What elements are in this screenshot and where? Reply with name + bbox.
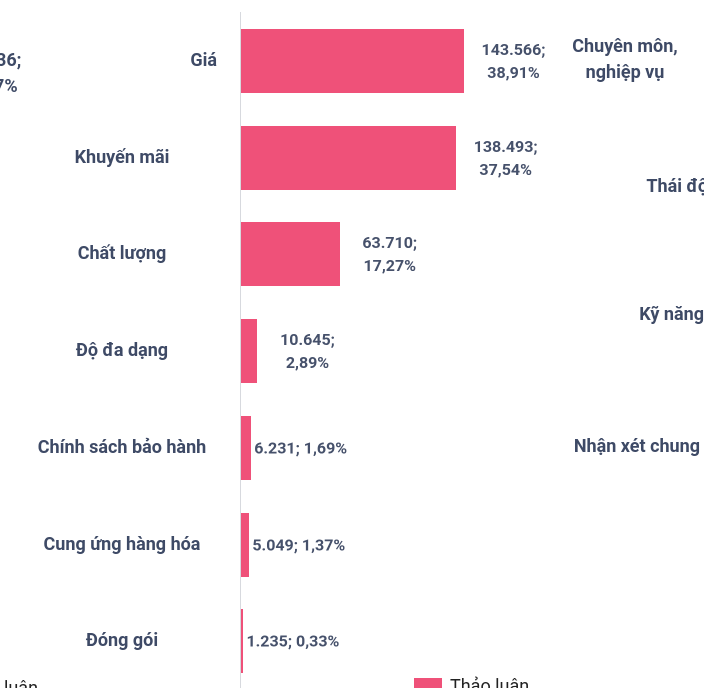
data-label: 138.493; 37,54% bbox=[473, 136, 538, 179]
clipped-label: 36; bbox=[0, 50, 22, 71]
category-label: Khuyến mãi bbox=[74, 146, 170, 168]
category-label: Giá bbox=[190, 50, 217, 71]
data-label: 5.049; 1,37% bbox=[252, 535, 346, 554]
legend-swatch bbox=[414, 678, 442, 688]
right-category: Nhận xét chung bbox=[573, 436, 700, 457]
data-label: 1.235; 0,33% bbox=[246, 631, 340, 651]
legend-label: Thảo luận bbox=[450, 676, 530, 688]
data-label: 143.566; 38,91% bbox=[481, 40, 546, 82]
category-label: Chính sách bảo hành bbox=[37, 436, 207, 458]
data-label: 63.710; 17,27% bbox=[362, 233, 418, 276]
bar bbox=[241, 319, 258, 384]
right-category: Chuyên môn, nghiệp vụ bbox=[572, 36, 678, 83]
clipped-label: 7% bbox=[0, 76, 18, 97]
bar bbox=[241, 512, 249, 577]
bar bbox=[241, 222, 340, 287]
right-category: Kỹ năng bbox=[639, 304, 704, 325]
axis-line bbox=[240, 12, 241, 688]
bar bbox=[241, 609, 243, 674]
category-label: Đóng gói bbox=[85, 630, 159, 652]
right-category: Thái độ bbox=[646, 176, 704, 197]
category-label: Độ đa dạng bbox=[75, 340, 169, 362]
data-label: 10.645; 2,89% bbox=[280, 330, 335, 373]
clipped-legend: luận bbox=[4, 676, 38, 688]
category-label: Chất lượng bbox=[77, 243, 167, 265]
bar bbox=[241, 415, 251, 480]
data-label: 6.231; 1,69% bbox=[254, 438, 348, 458]
bar bbox=[241, 125, 456, 190]
bar bbox=[241, 29, 464, 93]
category-label: Cung ứng hàng hóa bbox=[43, 533, 201, 555]
